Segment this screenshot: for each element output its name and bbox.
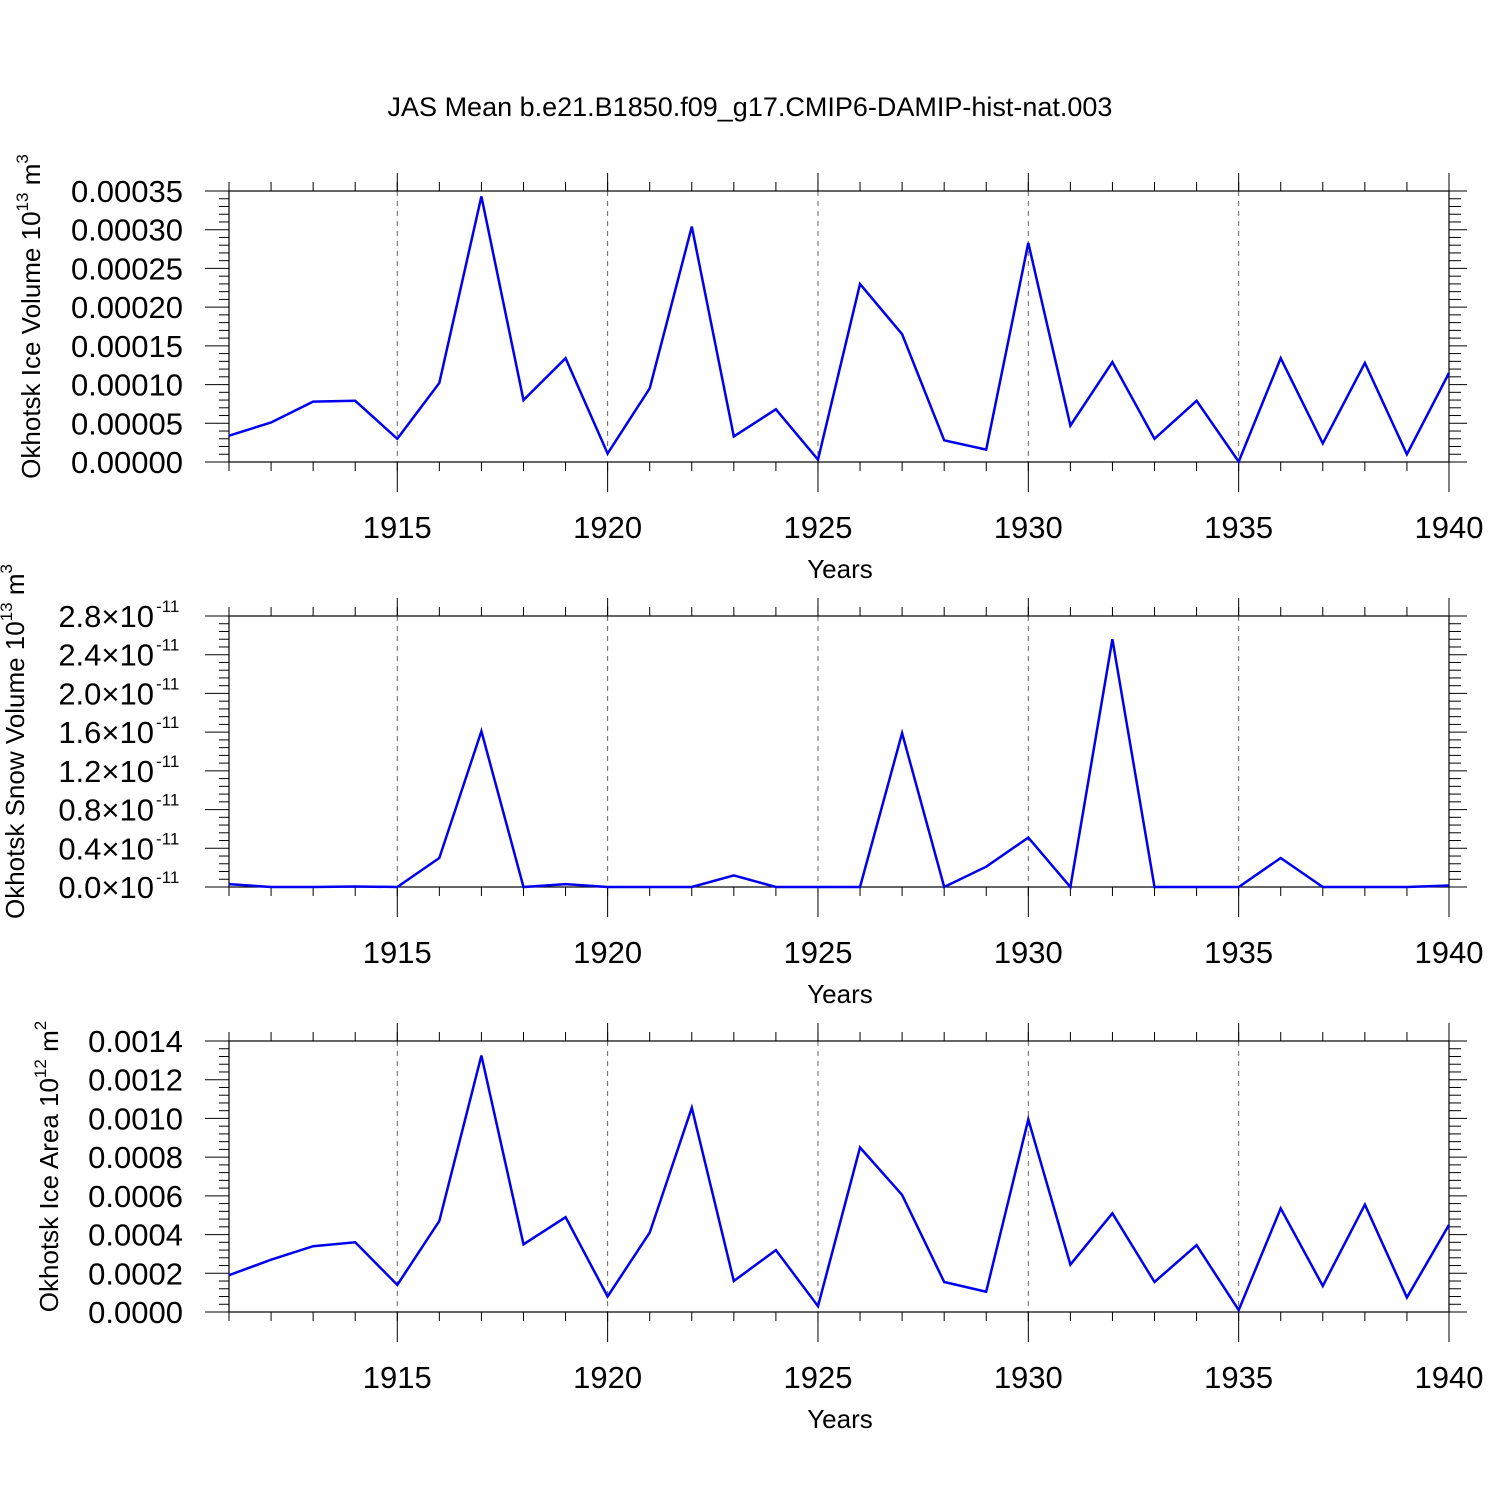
x-axis-title: Years	[807, 979, 873, 1009]
y-tick-label: 1.2×10	[58, 754, 154, 789]
y-tick-label: 0.0008	[88, 1140, 183, 1175]
x-tick-label: 1920	[573, 510, 642, 545]
y-tick-label: 2.8×10	[58, 599, 154, 634]
y-axis-title: Okhotsk Ice Volume 1013 m3	[13, 154, 46, 479]
y-tick-label: 0.0×10	[58, 870, 154, 905]
y-axis-title-text: Okhotsk Ice Area 10	[34, 1078, 64, 1312]
y-tick-label: 0.00000	[71, 445, 183, 480]
y-tick-label: 0.00025	[71, 251, 183, 286]
y-tick-label: 0.00020	[71, 290, 183, 325]
y-tick-label: 2.0×10	[58, 676, 154, 711]
x-tick-label: 1940	[1415, 1360, 1484, 1395]
y-tick-exponent: -11	[156, 868, 179, 887]
y-axis-title-unit-exponent: 2	[31, 1021, 50, 1030]
x-tick-label: 1925	[783, 510, 852, 545]
x-tick-label: 1920	[573, 1360, 642, 1395]
x-axis-title: Years	[807, 1404, 873, 1434]
y-axis-title: Okhotsk Snow Volume 1013 m3	[0, 564, 30, 919]
panel-ice-volume: 1915 1920 1925 1930 1935 19400.000000.000050.…	[13, 154, 1483, 584]
y-tick-exponent: -11	[156, 752, 179, 771]
panel-ice-area: 1915 1920 1925 1930 1935 19400.00000.00020.00…	[31, 1021, 1483, 1434]
x-tick-label: 1930	[994, 935, 1063, 970]
y-tick-label: 0.0012	[88, 1063, 183, 1098]
x-tick-label: 1940	[1415, 510, 1484, 545]
x-tick-label: 1915	[363, 510, 432, 545]
y-tick-label: 0.0010	[88, 1101, 183, 1136]
y-axis-title-unit: m	[0, 573, 30, 602]
y-axis-title-exponent: 13	[0, 602, 16, 621]
y-tick-exponent: -11	[156, 674, 179, 693]
x-tick-label: 1935	[1204, 935, 1273, 970]
x-tick-label: 1920	[573, 935, 642, 970]
x-tick-label: 1930	[994, 1360, 1063, 1395]
y-tick-label: 0.00035	[71, 174, 183, 209]
y-tick-label: 0.00005	[71, 406, 183, 441]
series-line	[228, 196, 1451, 465]
plot-frame	[228, 1040, 1450, 1313]
x-tick-label: 1915	[363, 1360, 432, 1395]
y-axis-title-text: Okhotsk Snow Volume 10	[0, 621, 30, 919]
y-tick-exponent: -11	[156, 829, 179, 848]
y-tick-label: 2.4×10	[58, 638, 154, 673]
y-tick-label: 0.8×10	[58, 793, 154, 828]
x-tick-label: 1925	[783, 935, 852, 970]
y-tick-exponent: -11	[156, 713, 179, 732]
x-tick-label: 1925	[783, 1360, 852, 1395]
y-axis-title: Okhotsk Ice Area 1012 m2	[31, 1021, 64, 1312]
y-tick-label: 0.00010	[71, 368, 183, 403]
y-tick-label: 0.0014	[88, 1024, 183, 1059]
y-tick-label: 0.00030	[71, 213, 183, 248]
y-tick-label: 0.0000	[88, 1295, 183, 1330]
y-axis-title-unit-exponent: 3	[0, 564, 16, 573]
y-tick-exponent: -11	[156, 636, 179, 655]
plot-frame	[228, 615, 1450, 888]
x-tick-label: 1915	[363, 935, 432, 970]
y-tick-label: 0.0006	[88, 1179, 183, 1214]
y-tick-label: 0.0002	[88, 1256, 183, 1291]
y-axis-title-unit: m	[16, 164, 46, 193]
x-tick-label: 1940	[1415, 935, 1484, 970]
y-tick-exponent: -11	[156, 791, 179, 810]
y-tick-label: 0.00015	[71, 329, 183, 364]
y-tick-label: 0.0004	[88, 1218, 183, 1253]
x-axis-title: Years	[807, 554, 873, 584]
plot-frame	[228, 190, 1450, 463]
y-axis-title-exponent: 12	[31, 1059, 50, 1078]
x-tick-label: 1930	[994, 510, 1063, 545]
y-axis-title-unit-exponent: 3	[13, 154, 32, 163]
y-tick-exponent: -11	[156, 597, 179, 616]
y-axis-title-text: Okhotsk Ice Volume 10	[16, 211, 46, 478]
y-tick-label: 0.4×10	[58, 831, 154, 866]
x-tick-label: 1935	[1204, 510, 1273, 545]
series-line	[228, 638, 1450, 890]
y-tick-label: 1.6×10	[58, 715, 154, 750]
y-axis-title-unit: m	[34, 1030, 64, 1059]
chart-title: JAS Mean b.e21.B1850.f09_g17.CMIP6-DAMIP…	[388, 92, 1113, 122]
x-tick-label: 1935	[1204, 1360, 1273, 1395]
y-axis-title-exponent: 13	[13, 193, 32, 212]
series-line	[228, 1055, 1451, 1313]
